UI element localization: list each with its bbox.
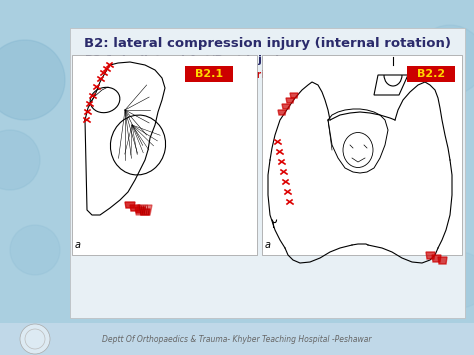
Text: B2-2-Contrala                Post Injuries  (bucket-handle: B2-2-Contrala Post Injuries (bucket-hand… [78, 70, 367, 80]
Polygon shape [125, 202, 135, 208]
Text: B2: lateral compression injury (internal rotation): B2: lateral compression injury (internal… [84, 37, 451, 49]
FancyBboxPatch shape [262, 55, 462, 255]
Polygon shape [286, 98, 294, 103]
FancyBboxPatch shape [185, 66, 233, 82]
Polygon shape [290, 93, 298, 98]
Text: B2.2: B2.2 [417, 69, 445, 79]
Polygon shape [432, 255, 441, 262]
Polygon shape [278, 110, 286, 115]
Polygon shape [426, 252, 435, 259]
FancyBboxPatch shape [72, 55, 257, 255]
FancyBboxPatch shape [70, 28, 465, 318]
Text: B2.1: B2.1 [195, 69, 223, 79]
Text: B2-1: Ipsilateral Ant/Post Injuries: B2-1: Ipsilateral Ant/Post Injuries [85, 55, 293, 65]
Polygon shape [130, 205, 140, 211]
Circle shape [415, 25, 474, 95]
Circle shape [20, 324, 50, 354]
Text: a: a [75, 240, 81, 250]
Text: ٢: ٢ [270, 218, 277, 231]
Polygon shape [140, 209, 150, 215]
Polygon shape [136, 205, 152, 215]
Circle shape [0, 40, 65, 120]
Polygon shape [135, 207, 145, 213]
FancyBboxPatch shape [407, 66, 455, 82]
Polygon shape [438, 257, 447, 264]
Circle shape [432, 252, 474, 308]
Text: a: a [265, 240, 271, 250]
Circle shape [0, 130, 40, 190]
FancyBboxPatch shape [0, 323, 474, 355]
Polygon shape [282, 104, 290, 109]
Text: Deptt Of Orthopaedics & Trauma- Khyber Teaching Hospital -Peshawar: Deptt Of Orthopaedics & Trauma- Khyber T… [102, 334, 372, 344]
Circle shape [10, 225, 60, 275]
